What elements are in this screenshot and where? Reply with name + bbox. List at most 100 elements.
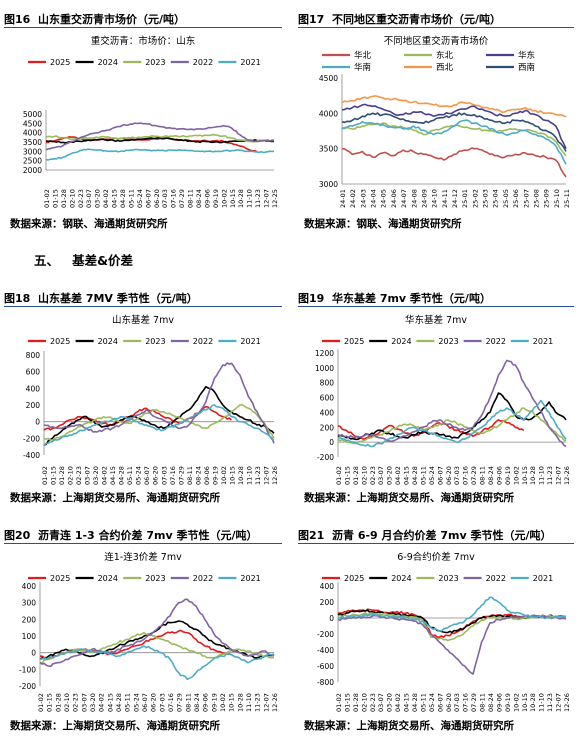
figure-17-title: 图17 不同地区重交沥青市场价（元/吨）: [298, 11, 501, 27]
y-tick-label: 5000: [23, 110, 42, 119]
x-tick-label: 07-29: [176, 693, 184, 712]
series-line-2023: [39, 631, 274, 664]
figure-19-label: 图19: [298, 292, 325, 305]
figure-20-label: 图20: [4, 529, 31, 542]
legend-label: 2022: [486, 337, 506, 346]
x-tick-label: 12-26: [563, 466, 571, 485]
series-line-2022: [43, 362, 275, 444]
y-tick-label: 1200: [315, 349, 334, 358]
x-tick-label: 06-07: [141, 693, 149, 712]
series-line-2024: [337, 392, 567, 441]
y-tick-label: 200: [320, 598, 335, 607]
x-tick-label: 08-11: [479, 693, 487, 712]
series-line-2021: [43, 404, 275, 446]
series-line-2023: [337, 612, 567, 642]
figure-18-caption: 山东基差 7MV 季节性（元/吨）: [37, 292, 198, 305]
y-tick-label: 200: [22, 615, 37, 624]
x-tick-label: 01-02: [335, 466, 343, 485]
x-tick-label: 01-02: [43, 189, 51, 208]
x-tick-label: 12-07: [262, 693, 270, 712]
x-tick-label: 02-23: [72, 693, 80, 712]
x-tick-label: 11-23: [254, 189, 262, 208]
x-tick-label: 24-05: [380, 189, 388, 208]
x-tick-label: 08-11: [479, 466, 487, 485]
legend-label: 2023: [145, 574, 165, 583]
y-tick-label: 200: [26, 401, 41, 410]
chart-title: 不同地区重交沥青市场价: [384, 35, 489, 47]
x-tick-label: 12-07: [555, 466, 563, 485]
legend-label: 2025: [50, 337, 70, 346]
x-tick-label: 03-20: [92, 466, 100, 485]
legend-label: 2024: [98, 58, 118, 67]
series-line-2021: [45, 148, 275, 161]
x-tick-label: 02-23: [369, 693, 377, 712]
x-tick-label: 24-11: [441, 189, 449, 208]
figure-19-chart: 华东基差 7mv 2025 2024 2023 2022 2021 -200 0 200 400 6…: [315, 314, 571, 485]
y-tick-label: 1000: [315, 364, 334, 373]
y-tick-label: 4000: [23, 129, 42, 138]
legend: 2025 2024 2023 2022 2021: [28, 58, 261, 67]
x-tick-label: 06-07: [436, 693, 444, 712]
x-tick-label: 03-07: [85, 189, 93, 208]
x-tick-label: 11-23: [546, 466, 554, 485]
y-tick-label: 400: [320, 408, 335, 417]
x-tick-label: 07-16: [462, 466, 470, 485]
x-tick-label: 12-26: [563, 693, 571, 712]
legend-label: 2023: [145, 58, 165, 67]
y-tick-label: 800: [320, 379, 335, 388]
series-line-2021: [337, 596, 567, 632]
y-tick-label: 3500: [23, 138, 42, 147]
x-tick-label: 11-10: [245, 466, 253, 485]
x-tick-label: 01-28: [58, 466, 66, 485]
x-tick-label: 06-20: [445, 466, 453, 485]
y-tick-label: -600: [317, 662, 334, 671]
figure-16-caption: 山东重交沥青市场价（元/吨）: [37, 13, 186, 26]
x-tick-label: 11-23: [546, 693, 554, 712]
x-tick-label: 04-15: [106, 693, 114, 712]
x-tick-label: 12-26: [271, 466, 279, 485]
y-tick-label: 0: [35, 418, 40, 427]
y-tick-label: 3000: [319, 180, 338, 189]
series-line-2022: [39, 598, 275, 668]
figure-20-chart: 连1-连3价差 7mv 2025 2024 2023 2022 2021 -200 -100 0…: [19, 551, 279, 712]
series-line-2024: [43, 385, 275, 446]
legend-label: 2021: [240, 337, 260, 346]
y-tick-label: -200: [19, 682, 36, 691]
x-tick-label: 02-10: [360, 466, 368, 485]
x-tick-label: 01-15: [46, 693, 54, 712]
x-tick-label: 10-02: [512, 693, 520, 712]
figure-16-rule: [4, 27, 282, 28]
x-tick-label: 10-15: [521, 693, 529, 712]
x-tick-label: 02-23: [77, 189, 85, 208]
y-tick-label: 2500: [23, 157, 42, 166]
x-tick-label: 01-28: [60, 189, 68, 208]
y-tick-label: 0: [329, 614, 334, 623]
x-tick-label: 24-07: [400, 189, 408, 208]
figure-16-title: 图16 山东重交沥青市场价（元/吨）: [4, 11, 185, 27]
x-tick-label: 08-11: [187, 189, 195, 208]
figure-21-label: 图21: [298, 529, 325, 542]
section-title: 基差&价差: [72, 253, 133, 268]
y-tick-label: -200: [317, 453, 334, 462]
x-tick-label: 05-24: [132, 693, 140, 712]
y-tick-label: 100: [22, 632, 37, 641]
legend-label: 2024: [391, 337, 411, 346]
y-tick-label: 2000: [23, 166, 42, 175]
x-tick-label: 03-20: [89, 693, 97, 712]
legend-label: 2025: [50, 574, 70, 583]
legend-label: 2023: [438, 337, 458, 346]
x-tick-label: 02-23: [75, 466, 83, 485]
legend-label: 2021: [240, 58, 260, 67]
x-tick-label: 07-03: [453, 466, 461, 485]
x-tick-label: 10-02: [512, 466, 520, 485]
section-heading: 五、 基差&价差: [34, 250, 133, 269]
x-tick-label: 05-24: [428, 693, 436, 712]
figure-18-title: 图18 山东基差 7MV 季节性（元/吨）: [4, 290, 198, 306]
series-line-西南: [341, 112, 567, 152]
x-tick-label: 04-02: [102, 189, 110, 208]
legend-label: 2022: [193, 58, 213, 67]
x-tick-label: 12-07: [263, 189, 271, 208]
x-tick-label: 05-24: [135, 466, 143, 485]
y-tick-label: 200: [320, 423, 335, 432]
legend-label: 2023: [438, 574, 458, 583]
